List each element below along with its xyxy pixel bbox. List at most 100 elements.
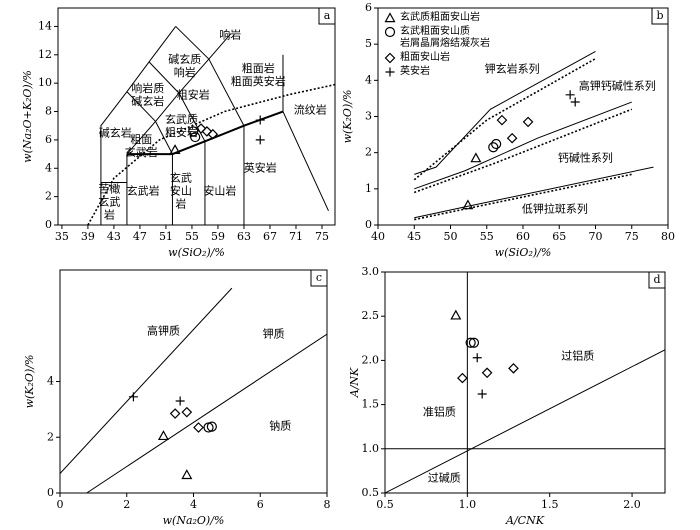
point [491, 138, 502, 150]
field-label: 粗面岩 粗面英安岩 [230, 61, 286, 88]
field-label: 过铝质 [561, 349, 595, 363]
point [465, 337, 476, 348]
point [181, 469, 193, 480]
x-tick-label: 55 [480, 230, 494, 243]
legend-label: 粗面安山岩 [400, 52, 450, 63]
y-tick-label: 0 [47, 486, 54, 499]
point [169, 144, 181, 155]
x-tick-label: 51 [159, 230, 173, 243]
panel-label-box [318, 7, 336, 25]
legend-label: 玄武粗面安山质 岩屑晶屑熔结凝灰岩 [400, 26, 490, 49]
panel-label: c [316, 271, 322, 284]
x-tick-label: 0.5 [376, 498, 394, 511]
panel-label-box [310, 269, 328, 287]
x-tick-label: 8 [324, 498, 331, 511]
x-tick-label: 6 [257, 498, 264, 511]
y-tick-label: 1 [365, 182, 372, 195]
point [470, 152, 482, 163]
point [450, 309, 462, 320]
y-tick-label: 1.5 [362, 398, 380, 411]
x-tick-label: 43 [107, 230, 121, 243]
y-tick-label: 2 [47, 430, 54, 443]
boundary-line [413, 57, 596, 181]
field-label: 高钾钙碱性系列 [578, 79, 656, 93]
x-tick-label: 71 [289, 230, 303, 243]
boundary-line [413, 108, 633, 194]
point [506, 132, 518, 144]
point [508, 363, 519, 374]
panel-label-box [651, 7, 669, 25]
plot-frame [59, 269, 328, 494]
point [195, 123, 207, 134]
y-tick-label: 5 [365, 37, 372, 50]
point [188, 126, 199, 137]
boundary-line [414, 101, 632, 190]
legend-marker [385, 67, 395, 77]
x-tick-label: 60 [516, 230, 530, 243]
field-label: 过碱质 [427, 471, 461, 485]
y-axis-label: A/NK [348, 367, 361, 398]
point [190, 131, 201, 143]
field-label: 玄武质 粗安岩 [165, 112, 199, 139]
field-label: 玄武岩 [126, 184, 160, 198]
y-tick-label: 3 [365, 110, 372, 123]
x-tick-label: 40 [371, 230, 385, 243]
y-tick-label: 12 [38, 48, 52, 61]
legend-marker [384, 26, 396, 38]
y-tick-label: 2 [45, 190, 52, 203]
boundary-line [208, 58, 245, 126]
y-tick-label: 14 [38, 19, 52, 32]
x-axis-label: w(SiO₂)/% [168, 246, 225, 259]
y-tick-label: 2.0 [362, 353, 380, 366]
field-label: 低钾拉斑系列 [521, 202, 588, 216]
x-axis-label: w(SiO₂)/% [495, 246, 552, 259]
x-tick-label: 63 [237, 230, 251, 243]
field-label: 响岩质 碱玄岩 [131, 81, 165, 108]
point [255, 115, 265, 125]
boundary-line [414, 50, 596, 175]
point [128, 392, 138, 402]
boundary-line [155, 121, 173, 155]
y-tick-label: 8 [45, 105, 52, 118]
y-tick-label: 6 [365, 1, 372, 14]
x-tick-label: 70 [589, 230, 603, 243]
point [488, 142, 499, 153]
x-axis-label: w(Na₂O)/% [163, 514, 225, 527]
panel-label-box [648, 271, 666, 289]
point [481, 367, 493, 379]
point [477, 389, 487, 399]
x-tick-label: 50 [444, 230, 458, 243]
panel-label: b [656, 9, 663, 22]
y-tick-label: 0 [365, 218, 372, 231]
point [206, 421, 217, 432]
x-tick-label: 0 [57, 498, 64, 511]
legend-label: 玄武质粗面安山岩 [400, 12, 480, 23]
y-tick-label: 0 [45, 218, 52, 231]
x-tick-label: 1.0 [459, 498, 477, 511]
y-tick-label: 2 [365, 146, 372, 159]
x-tick-label: 2.0 [623, 498, 641, 511]
boundary-line [60, 287, 233, 474]
y-tick-label: 10 [38, 76, 52, 89]
x-tick-label: 75 [625, 230, 639, 243]
x-tick-label: 55 [185, 230, 199, 243]
y-tick-label: 0.5 [362, 486, 380, 499]
field-label: 钙碱性系列 [557, 151, 613, 165]
field-label: 响岩 [219, 28, 242, 42]
point [496, 114, 508, 126]
x-tick-label: 67 [263, 230, 277, 243]
x-tick-label: 4 [190, 498, 197, 511]
y-tick-label: 3.0 [362, 265, 380, 278]
point [570, 97, 580, 107]
point [462, 199, 474, 210]
field-label: 高钾质 [146, 324, 180, 338]
y-tick-label: 6 [45, 133, 52, 146]
x-tick-label: 39 [81, 230, 95, 243]
point [522, 116, 534, 128]
y-tick-label: 4 [47, 375, 54, 388]
point [472, 353, 482, 363]
field-label: 安山岩 [203, 184, 237, 198]
field-label: 准铝质 [422, 405, 456, 419]
